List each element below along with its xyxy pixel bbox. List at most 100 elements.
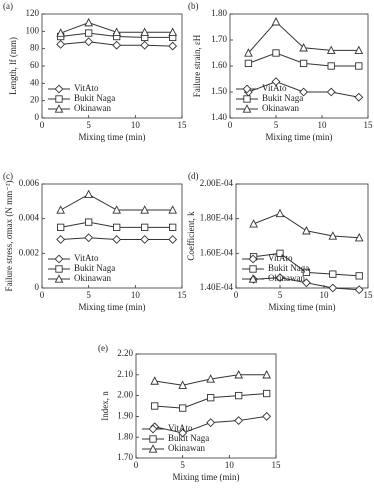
data-point: [354, 285, 364, 295]
data-point: [354, 45, 364, 55]
y-tick-label: 1.50: [211, 86, 227, 96]
y-tick-label: 2.20: [117, 348, 133, 358]
data-point: [234, 370, 244, 379]
data-point: [178, 428, 188, 438]
y-tick-label: 2.10: [117, 369, 133, 379]
data-point: [56, 28, 66, 37]
y-tick-label: 0: [35, 282, 40, 292]
data-point: [244, 59, 253, 68]
legend-label: Bukit Naga: [168, 433, 209, 443]
data-point: [301, 278, 311, 288]
y-axis-label: Failure stress, σmax (N mm⁻²): [4, 180, 14, 291]
y-tick-label: 0.006: [19, 178, 40, 188]
legend-label: Bukit Naga: [262, 93, 303, 103]
data-point: [355, 272, 363, 280]
x-tick-label: 0: [134, 460, 139, 470]
data-point: [168, 235, 178, 244]
data-point: [272, 49, 280, 57]
y-tick-label: 40: [30, 77, 40, 87]
data-point: [84, 189, 94, 199]
y-tick-label: 2.00: [117, 390, 133, 400]
legend-marker: [55, 265, 63, 273]
data-point: [262, 370, 272, 379]
legend-label: Okinawan: [268, 273, 305, 283]
data-point: [57, 223, 65, 231]
legend-marker: [242, 104, 252, 113]
data-point: [354, 92, 364, 102]
data-point: [329, 270, 337, 278]
plot-frame: [41, 183, 183, 289]
y-tick-label: 120: [26, 8, 40, 18]
data-point: [178, 380, 188, 389]
data-point: [168, 27, 178, 36]
data-point: [328, 283, 338, 293]
x-axis-label: Mixing time (min): [79, 302, 146, 312]
plot-frame: [235, 183, 369, 289]
data-point: [112, 27, 122, 36]
data-point: [112, 205, 122, 214]
x-tick-label: 10: [225, 460, 235, 470]
data-point: [168, 41, 178, 51]
y-tick-label: 0.002: [19, 247, 39, 257]
y-tick-label: 2.00E-04: [200, 178, 234, 188]
data-point: [355, 62, 363, 70]
data-point: [299, 59, 308, 68]
data-point: [112, 40, 122, 50]
legend-label: Bukit Naga: [74, 93, 115, 103]
x-tick-label: 5: [86, 290, 91, 300]
data-point: [85, 29, 93, 37]
legend-marker: [54, 104, 64, 113]
legend-label: Bukit Naga: [74, 263, 115, 273]
y-axis-label: Index, n: [100, 391, 110, 421]
y-tick-label: 1.40E-04: [200, 282, 234, 292]
y-tick-label: 1.90: [117, 410, 133, 420]
data-point: [140, 205, 150, 214]
legend-label: VitAto: [74, 253, 99, 263]
data-point: [302, 268, 311, 277]
data-point: [84, 233, 94, 243]
x-tick-label: 10: [131, 120, 141, 130]
data-point: [275, 273, 285, 283]
data-point: [168, 205, 178, 214]
data-point: [326, 87, 336, 97]
data-point: [235, 391, 243, 400]
x-tick-label: 5: [274, 120, 279, 130]
panel-label: (e): [98, 343, 108, 353]
data-point: [271, 17, 281, 26]
y-axis-label: Coefficient, k: [186, 211, 196, 261]
y-tick-label: 1.60: [211, 60, 227, 70]
data-point: [169, 223, 177, 231]
x-axis-label: Mixing time (min): [79, 132, 146, 142]
y-tick-label: 80: [30, 43, 40, 53]
y-tick-label: 1.70: [211, 34, 227, 44]
data-point: [141, 223, 149, 231]
data-point: [244, 48, 253, 57]
y-axis-label: Failure strain, εH: [192, 34, 202, 97]
data-point: [84, 17, 94, 27]
legend-marker: [248, 254, 258, 264]
data-point: [140, 27, 150, 36]
data-point: [276, 249, 284, 257]
panel-label: (c): [3, 171, 13, 181]
legend-marker: [148, 444, 158, 453]
x-tick-label: 15: [178, 120, 188, 130]
legend-marker: [249, 265, 257, 273]
x-tick-label: 0: [40, 120, 45, 130]
data-point: [56, 235, 66, 244]
x-tick-label: 15: [272, 460, 282, 470]
data-point: [140, 235, 150, 244]
panel-label: (b): [188, 1, 199, 11]
legend-marker: [55, 95, 63, 103]
data-point: [207, 394, 215, 402]
legend-marker: [54, 274, 64, 283]
data-point: [112, 235, 122, 244]
legend-label: VitAto: [74, 83, 99, 93]
data-point: [150, 376, 160, 385]
legend-label: VitAto: [262, 83, 287, 93]
legend-marker: [248, 274, 258, 283]
legend-label: Okinawan: [168, 443, 205, 453]
data-point: [206, 418, 216, 428]
panel-label: (a): [3, 1, 13, 11]
data-point: [299, 43, 308, 52]
